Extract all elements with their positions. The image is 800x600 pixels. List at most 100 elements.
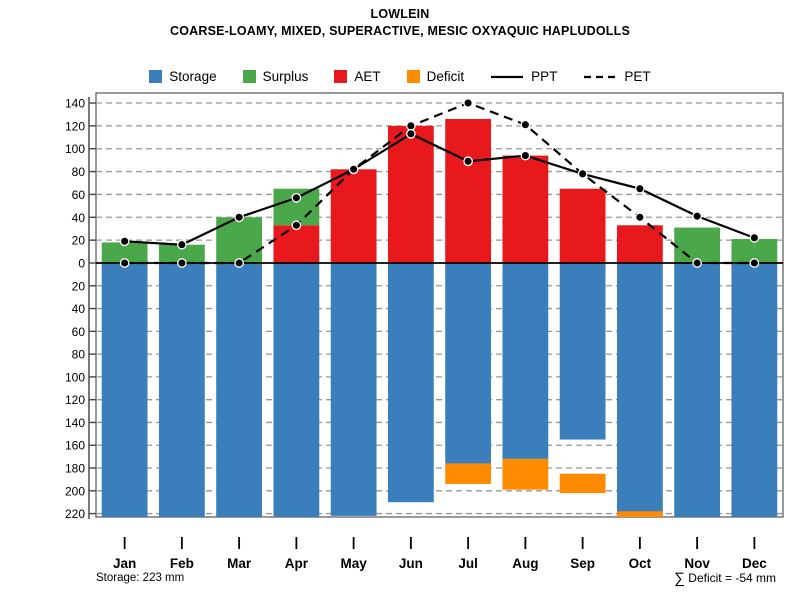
x-axis-month-label: May bbox=[340, 556, 367, 571]
pet-point bbox=[692, 258, 702, 268]
legend-label: Storage bbox=[169, 69, 217, 84]
storage-bar bbox=[101, 263, 148, 517]
deficit-note-text: Deficit = -54 mm bbox=[684, 571, 776, 585]
legend-label: Surplus bbox=[262, 69, 309, 84]
legend-swatch-icon bbox=[334, 70, 348, 83]
y-tick-label: 80 bbox=[72, 348, 86, 362]
y-tick-label: 100 bbox=[65, 370, 85, 384]
storage-bar bbox=[330, 263, 377, 516]
y-tick-label: 140 bbox=[65, 97, 85, 111]
legend-label: PET bbox=[624, 69, 651, 84]
y-tick-label: 40 bbox=[72, 302, 86, 316]
y-tick-label: 120 bbox=[65, 119, 85, 133]
x-axis-month-label: Aug bbox=[512, 556, 538, 571]
pet-point bbox=[177, 258, 187, 268]
ppt-point bbox=[234, 212, 244, 223]
pet-line bbox=[124, 101, 755, 265]
aet-bar bbox=[273, 225, 320, 263]
legend-item-surplus[interactable]: Surplus bbox=[242, 69, 309, 84]
deficit-bar bbox=[445, 463, 492, 484]
legend-label: AET bbox=[354, 69, 381, 84]
aet-bar bbox=[559, 188, 606, 263]
storage-bar bbox=[273, 263, 320, 517]
bar-group-oct bbox=[616, 225, 663, 517]
surplus-bar bbox=[158, 244, 205, 263]
bar-group-may bbox=[330, 169, 377, 516]
ppt-line bbox=[124, 132, 755, 246]
storage-bar bbox=[445, 263, 492, 464]
dashed-line-icon bbox=[583, 70, 617, 83]
y-tick-label: 120 bbox=[65, 393, 85, 407]
bar-group-apr bbox=[273, 188, 320, 517]
aet-bar bbox=[330, 169, 377, 263]
pet-point bbox=[635, 212, 645, 223]
storage-bar bbox=[216, 263, 263, 517]
aet-bar bbox=[502, 155, 549, 263]
legend-swatch-icon bbox=[406, 70, 420, 83]
storage-bar bbox=[616, 263, 663, 517]
chart-title-block: LOWLEIN COARSE-LOAMY, MIXED, SUPERACTIVE… bbox=[0, 6, 800, 40]
bar-group-aug bbox=[502, 155, 549, 490]
x-axis-month-label: Sep bbox=[570, 556, 595, 571]
deficit-bar bbox=[502, 458, 549, 490]
x-axis-month-label: Oct bbox=[629, 556, 652, 571]
ppt-point bbox=[577, 169, 588, 179]
x-axis-month-label: Dec bbox=[742, 556, 767, 571]
sigma-symbol: ∑ bbox=[674, 570, 685, 587]
x-axis-month-label: Jul bbox=[458, 556, 478, 571]
pet-point bbox=[234, 258, 244, 268]
surplus-bar bbox=[101, 242, 148, 263]
storage-note: Storage: 223 mm bbox=[96, 572, 185, 584]
deficit-bar bbox=[616, 511, 663, 517]
legend-item-ppt[interactable]: PPT bbox=[490, 69, 557, 84]
plot-area: 0 20 40 60 80 100 120 140 20 40 60 80 100 120 140 160 18… bbox=[65, 92, 784, 571]
x-axis-month-label: Feb bbox=[170, 556, 194, 571]
pet-point bbox=[463, 98, 473, 108]
x-axis-month-label: Apr bbox=[285, 556, 309, 571]
storage-bar bbox=[502, 263, 549, 459]
ppt-point bbox=[177, 239, 187, 250]
ppt-point bbox=[291, 193, 302, 203]
pet-point bbox=[291, 220, 302, 231]
legend-label: PPT bbox=[531, 69, 558, 84]
ppt-point bbox=[463, 156, 473, 167]
bar-group-dec bbox=[731, 239, 778, 517]
legend-item-storage[interactable]: Storage bbox=[149, 69, 217, 84]
legend-item-pet[interactable]: PET bbox=[583, 69, 651, 84]
deficit-bar bbox=[559, 473, 606, 494]
x-axis-month-label: Jun bbox=[399, 556, 423, 571]
x-axis-month-label: Nov bbox=[684, 556, 710, 571]
legend-item-aet[interactable]: AET bbox=[334, 69, 381, 84]
aet-bar bbox=[445, 119, 492, 263]
bar-group-jun bbox=[387, 125, 434, 503]
bar-group-sep bbox=[559, 188, 606, 494]
storage-bar bbox=[158, 263, 205, 517]
y-tick-label: 160 bbox=[65, 439, 85, 453]
y-tick-label: 60 bbox=[72, 188, 86, 202]
ppt-point bbox=[749, 233, 760, 243]
legend-label: Deficit bbox=[426, 69, 465, 84]
y-tick-label: 200 bbox=[65, 484, 85, 498]
y-tick-label: 140 bbox=[65, 416, 85, 430]
aet-bar bbox=[616, 225, 663, 263]
legend-item-deficit[interactable]: Deficit bbox=[406, 69, 465, 84]
x-axis-month-label: Mar bbox=[227, 556, 252, 571]
ppt-point bbox=[406, 129, 416, 139]
y-tick-label: 80 bbox=[72, 165, 86, 179]
y-tick-label: 180 bbox=[65, 462, 85, 476]
ppt-point bbox=[692, 211, 702, 221]
bar-group-nov bbox=[674, 227, 721, 517]
chart-title-secondary: COARSE-LOAMY, MIXED, SUPERACTIVE, MESIC … bbox=[170, 23, 630, 38]
bar-group-jul bbox=[445, 119, 492, 484]
ppt-point bbox=[635, 183, 645, 194]
y-tick-label: 0 bbox=[78, 257, 85, 271]
bar-group-feb bbox=[158, 244, 205, 517]
aet-bar bbox=[387, 125, 434, 263]
solid-line-icon bbox=[490, 70, 524, 83]
ppt-point bbox=[119, 236, 130, 247]
y-tick-label: 40 bbox=[72, 211, 86, 225]
y-tick-label: 60 bbox=[72, 325, 86, 339]
chart-title-primary: LOWLEIN bbox=[370, 7, 430, 21]
y-tick-label: 220 bbox=[65, 507, 85, 521]
